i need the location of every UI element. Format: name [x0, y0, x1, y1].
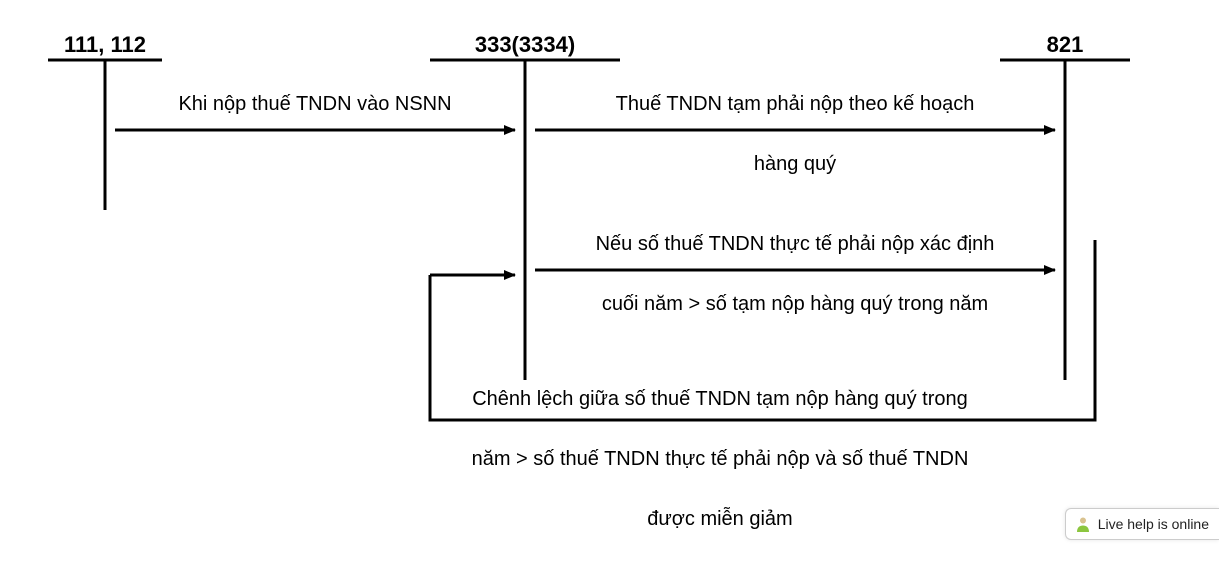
accounting-flow-diagram: 111, 112 333(3334) 821 Khi nộp thuế TNDN… — [0, 0, 1219, 580]
t-account-111-112-label: 111, 112 — [64, 32, 146, 57]
arrow-tam-nop-ke-hoach: Thuế TNDN tạm phải nộp theo kế hoạch hàn… — [535, 93, 1055, 175]
live-help-text: Live help is online — [1098, 516, 1209, 532]
t-account-821: 821 — [1000, 32, 1130, 380]
arrow-chenh-lech-return-label-2: năm > số thuế TNDN thực tế phải nộp và s… — [472, 448, 969, 470]
live-help-widget[interactable]: Live help is online — [1065, 508, 1219, 540]
arrow-thuc-te-lon-hon-label-1: Nếu số thuế TNDN thực tế phải nộp xác đị… — [596, 233, 995, 255]
arrow-chenh-lech-return-label-1: Chênh lệch giữa số thuế TNDN tạm nộp hàn… — [472, 388, 968, 410]
arrow-tam-nop-ke-hoach-label-1: Thuế TNDN tạm phải nộp theo kế hoạch — [616, 93, 975, 115]
arrow-chenh-lech-return-label-3: được miễn giảm — [647, 507, 792, 530]
arrow-tam-nop-ke-hoach-label-2: hàng quý — [754, 153, 836, 175]
t-account-111-112: 111, 112 — [48, 32, 162, 210]
arrow-thuc-te-lon-hon-label-2: cuối năm > số tạm nộp hàng quý trong năm — [602, 293, 988, 315]
arrow-nop-thue-nsnn-label: Khi nộp thuế TNDN vào NSNN — [178, 93, 451, 115]
person-icon — [1074, 515, 1092, 533]
arrow-chenh-lech-return: Chênh lệch giữa số thuế TNDN tạm nộp hàn… — [430, 240, 1095, 530]
arrow-thuc-te-lon-hon: Nếu số thuế TNDN thực tế phải nộp xác đị… — [535, 233, 1055, 315]
t-account-333-label: 333(3334) — [475, 32, 575, 57]
t-account-821-label: 821 — [1047, 32, 1084, 57]
t-account-333: 333(3334) — [430, 32, 620, 380]
arrow-nop-thue-nsnn: Khi nộp thuế TNDN vào NSNN — [115, 93, 515, 130]
